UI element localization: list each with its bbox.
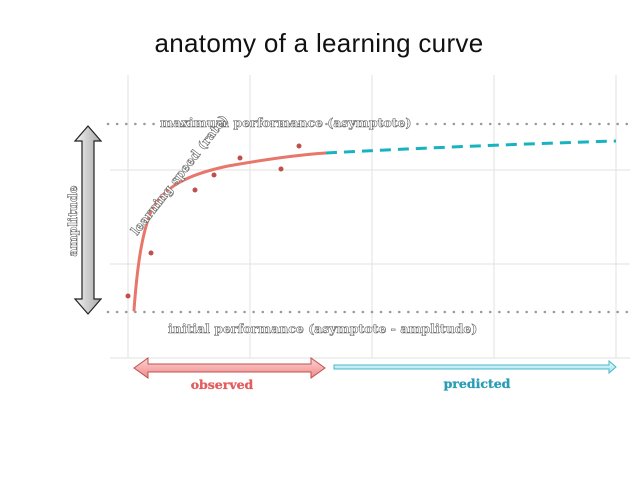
predicted-range-arrow xyxy=(333,359,617,375)
data-point xyxy=(125,293,131,299)
data-point xyxy=(148,250,154,256)
observed-label: observed xyxy=(191,377,254,392)
data-point xyxy=(237,155,243,161)
predicted-label: predicted xyxy=(444,376,511,391)
data-point xyxy=(296,143,302,149)
data-point xyxy=(278,166,284,172)
observed-data-points xyxy=(125,143,302,299)
slide-title: anatomy of a learning curve xyxy=(154,28,484,58)
amplitude-arrow xyxy=(73,125,103,315)
grid xyxy=(110,75,630,359)
initial-performance-label: initial performance (asymptote - amplitu… xyxy=(168,321,477,336)
data-point xyxy=(211,172,217,178)
observed-curve xyxy=(132,151,328,312)
maximum-performance-label: maximum performance (asymptote) xyxy=(160,115,411,130)
data-point xyxy=(192,187,198,193)
amplitude-label: amplitude xyxy=(65,185,80,256)
predicted-curve xyxy=(325,139,617,155)
observed-range-arrow xyxy=(133,357,326,379)
